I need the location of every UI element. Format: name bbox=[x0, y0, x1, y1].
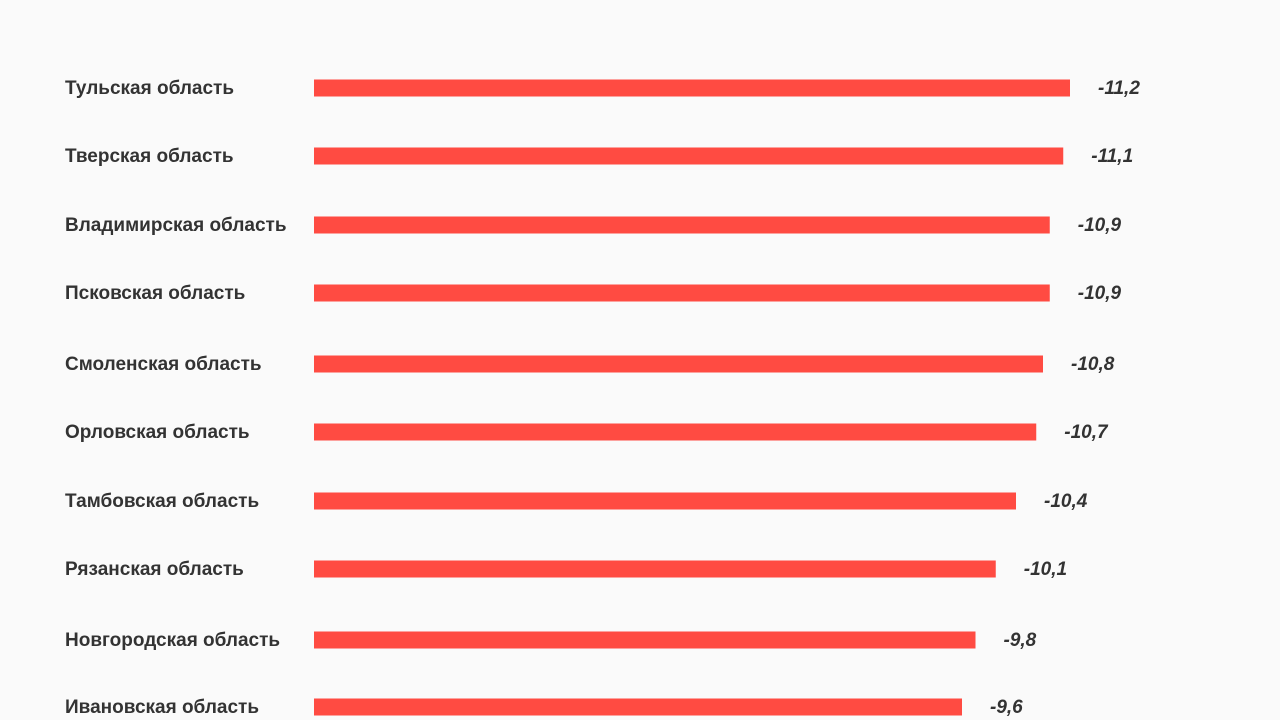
bar bbox=[314, 492, 1016, 510]
category-label: Тамбовская область bbox=[65, 491, 259, 512]
data-label: -10,4 bbox=[1044, 491, 1088, 512]
category-label: Новгородская область bbox=[65, 630, 280, 651]
data-label: -9,6 bbox=[990, 697, 1023, 718]
bar bbox=[314, 216, 1050, 234]
data-label: -10,9 bbox=[1078, 215, 1122, 236]
category-label: Рязанская область bbox=[65, 559, 244, 580]
data-label: -11,1 bbox=[1091, 146, 1133, 167]
category-label: Орловская область bbox=[65, 422, 250, 443]
bar bbox=[314, 698, 962, 716]
bar bbox=[314, 284, 1050, 302]
data-label: -11,2 bbox=[1098, 78, 1140, 99]
data-label: -10,7 bbox=[1064, 422, 1109, 443]
bar bbox=[314, 631, 976, 649]
category-label: Псковская область bbox=[65, 283, 245, 304]
category-label: Тульская область bbox=[65, 78, 234, 99]
category-label: Тверская область bbox=[65, 146, 234, 167]
data-label: -9,8 bbox=[1004, 630, 1037, 651]
data-label: -10,8 bbox=[1071, 354, 1115, 375]
category-label: Владимирская область bbox=[65, 215, 287, 236]
category-label: Смоленская область bbox=[65, 354, 262, 375]
bar bbox=[314, 147, 1064, 165]
bar bbox=[314, 560, 996, 578]
bar bbox=[314, 355, 1043, 373]
category-label: Ивановская область bbox=[65, 697, 259, 718]
data-label: -10,1 bbox=[1024, 559, 1067, 580]
bar bbox=[314, 423, 1037, 441]
data-label: -10,9 bbox=[1078, 283, 1122, 304]
bar bbox=[314, 79, 1070, 97]
